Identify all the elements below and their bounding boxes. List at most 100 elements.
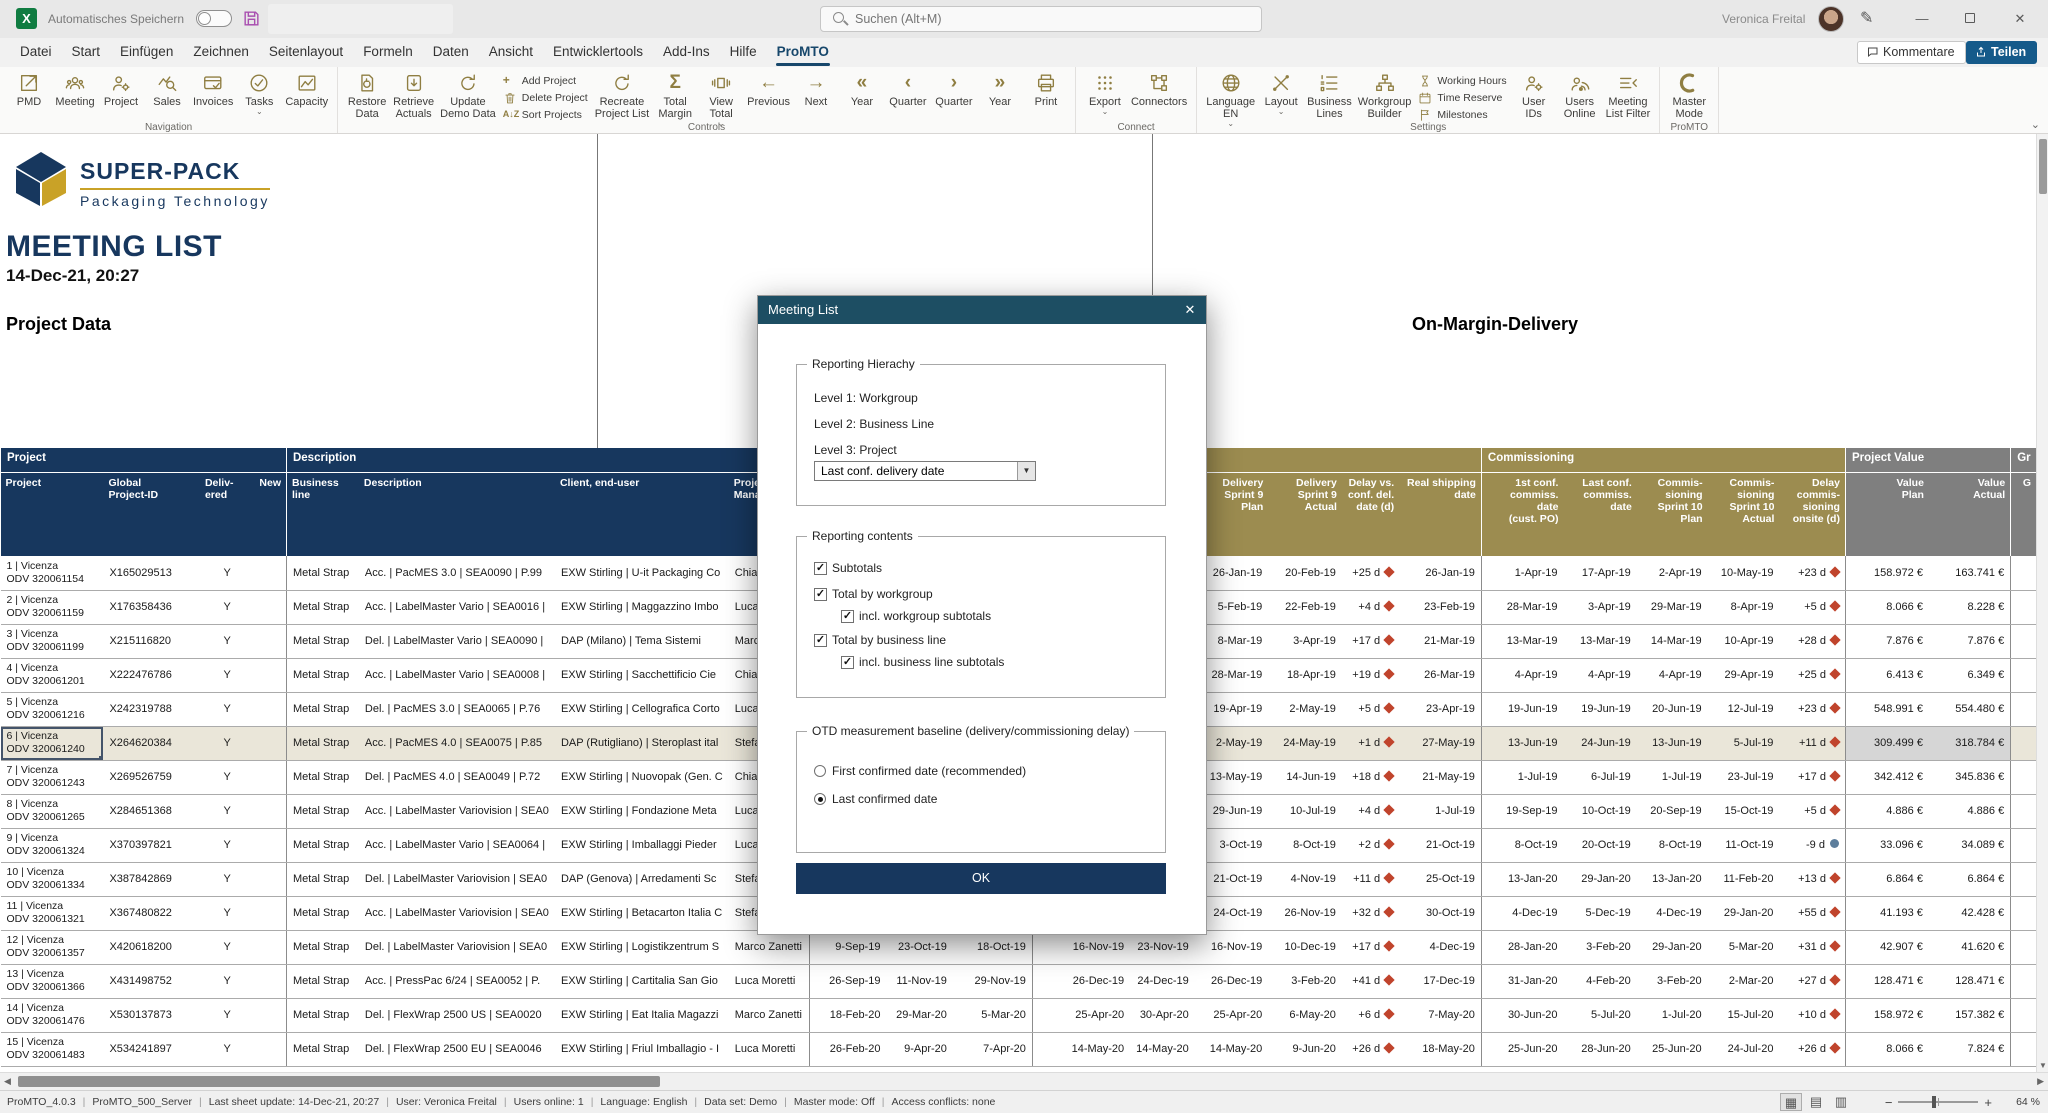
ok-button[interactable]: OK: [796, 863, 1166, 894]
year-button[interactable]: «Year: [850, 72, 874, 108]
capacity-button[interactable]: Capacity: [282, 69, 331, 110]
cell-vp[interactable]: 128.471 €: [1845, 964, 1929, 999]
cell-project2[interactable]: 3 | Vicenza ODV 320061199: [0, 624, 104, 659]
cell-project2[interactable]: 14 | Vicenza ODV 320061476: [0, 998, 104, 1033]
cell-project2[interactable]: 7 | Vicenza ODV 320061243: [0, 760, 104, 795]
cell-neu[interactable]: [254, 930, 287, 965]
cell-bl[interactable]: Metal Strap: [286, 998, 359, 1033]
cell-d1[interactable]: +19 d: [1341, 658, 1400, 693]
cell-vp[interactable]: 33.096 €: [1845, 828, 1929, 863]
cell-del[interactable]: Y: [199, 624, 255, 659]
cell-s10a[interactable]: 29-Apr-19: [1707, 658, 1780, 693]
cell-desc[interactable]: Del. | PacMES 4.0 | SEA0049 | P.72: [358, 760, 555, 795]
cell-d1[interactable]: +1 d: [1341, 726, 1400, 761]
cell-bl[interactable]: Metal Strap: [286, 862, 359, 897]
project-button[interactable]: Project: [98, 69, 144, 110]
restore-data-button[interactable]: Restore Data: [344, 69, 390, 122]
quarter-button[interactable]: ‹ Quarter: [889, 72, 927, 108]
cell-va[interactable]: 4.886 €: [1928, 794, 2012, 829]
cell-c2[interactable]: 3-Feb-20: [1563, 930, 1637, 965]
cell-s10p[interactable]: 29-Jan-20: [1636, 930, 1708, 965]
cell-neu[interactable]: [254, 1032, 287, 1067]
cell-ship[interactable]: 27-May-19: [1399, 726, 1482, 761]
cell-neu[interactable]: [254, 726, 287, 761]
user-name[interactable]: Veronica Freital: [1722, 12, 1806, 26]
tab-ansicht[interactable]: Ansicht: [488, 44, 534, 59]
previous-button[interactable]: ← Previous: [747, 72, 790, 108]
cell-pm[interactable]: Marco Zanetti: [728, 998, 811, 1033]
radio-icon[interactable]: [814, 793, 826, 805]
cell-va[interactable]: 6.349 €: [1928, 658, 2012, 693]
cell-c1[interactable]: 28-Mar-19: [1481, 590, 1564, 625]
cell-va[interactable]: 42.428 €: [1928, 896, 2012, 931]
cell-va[interactable]: 41.620 €: [1928, 930, 2012, 965]
cell-client[interactable]: EXW Stirling | Nuovopak (Gen. C: [554, 760, 729, 795]
layout-button[interactable]: Layout ⌄: [1258, 69, 1304, 118]
cell-vp[interactable]: 309.499 €: [1845, 726, 1929, 761]
cell-client[interactable]: EXW Stirling | Logistikzentrum S: [554, 930, 729, 965]
page-break-view-icon[interactable]: ▥: [1834, 1094, 1848, 1109]
cell-vp[interactable]: 8.066 €: [1845, 1032, 1929, 1067]
cell-neu[interactable]: [254, 998, 287, 1033]
cell-s10a[interactable]: 29-Jan-20: [1707, 896, 1780, 931]
cell-m0[interactable]: 18-Feb-20: [809, 998, 887, 1033]
cell-vp[interactable]: 4.886 €: [1845, 794, 1929, 829]
cell-bl[interactable]: Metal Strap: [286, 590, 359, 625]
cell-s9a[interactable]: 3-Feb-20: [1268, 964, 1342, 999]
cell-client[interactable]: DAP (Rutigliano) | Steroplast ital: [554, 726, 729, 761]
cell-g[interactable]: [2010, 1032, 2036, 1067]
cell-project2[interactable]: 1 | Vicenza ODV 320061154: [0, 556, 104, 591]
cell-m3[interactable]: 25-Apr-20: [1032, 998, 1131, 1033]
cell-g[interactable]: [2010, 624, 2036, 659]
cell-gpid[interactable]: X176358436: [103, 590, 200, 625]
cell-gpid[interactable]: X370397821: [103, 828, 200, 863]
cell-c1[interactable]: 1-Jul-19: [1481, 760, 1564, 795]
checkbox-total-by-business-line[interactable]: ✓ Total by business line: [814, 633, 947, 647]
cell-desc[interactable]: Del. | FlexWrap 2500 EU | SEA0046: [358, 1032, 555, 1067]
cell-c2[interactable]: 5-Jul-20: [1563, 998, 1637, 1033]
cell-c2[interactable]: 6-Jul-19: [1563, 760, 1637, 795]
checkbox-incl-workgroup-subtotals[interactable]: ✓ incl. workgroup subtotals: [841, 609, 992, 623]
cell-vp[interactable]: 7.876 €: [1845, 624, 1929, 659]
cell-neu[interactable]: [254, 624, 287, 659]
cell-project2[interactable]: 8 | Vicenza ODV 320061265: [0, 794, 104, 829]
tab-hilfe[interactable]: Hilfe: [729, 44, 757, 59]
vertical-scrollbar-thumb[interactable]: [2039, 139, 2047, 194]
cell-d2[interactable]: +27 d: [1779, 964, 1846, 999]
cell-desc[interactable]: Acc. | LabelMaster Variovision | SEA0: [358, 896, 555, 931]
horizontal-scrollbar-thumb[interactable]: [18, 1076, 660, 1087]
cell-s9a[interactable]: 26-Nov-19: [1268, 896, 1342, 931]
print-button[interactable]: Print: [1023, 69, 1069, 110]
cell-ship[interactable]: 18-May-20: [1399, 1032, 1482, 1067]
cell-bl[interactable]: Metal Strap: [286, 556, 359, 591]
cell-bl[interactable]: Metal Strap: [286, 726, 359, 761]
cell-pm[interactable]: Luca Moretti: [728, 1032, 811, 1067]
cell-bl[interactable]: Metal Strap: [286, 930, 359, 965]
cell-del[interactable]: Y: [199, 930, 255, 965]
connectors-button[interactable]: Connectors: [1128, 69, 1190, 110]
cell-c2[interactable]: 13-Mar-19: [1563, 624, 1637, 659]
autosave-toggle[interactable]: [196, 10, 232, 27]
cell-ship[interactable]: 21-Mar-19: [1399, 624, 1482, 659]
cell-s10a[interactable]: 12-Jul-19: [1707, 692, 1780, 727]
cell-s10p[interactable]: 8-Oct-19: [1636, 828, 1708, 863]
cell-c1[interactable]: 13-Mar-19: [1481, 624, 1564, 659]
cell-s9a[interactable]: 9-Jun-20: [1268, 1032, 1342, 1067]
cell-g[interactable]: [2010, 556, 2036, 591]
cell-m3[interactable]: 14-May-20: [1032, 1032, 1131, 1067]
cell-s9a[interactable]: 20-Feb-19: [1268, 556, 1342, 591]
cell-s9a[interactable]: 18-Apr-19: [1268, 658, 1342, 693]
cell-del[interactable]: Y: [199, 964, 255, 999]
cell-vp[interactable]: 548.991 €: [1845, 692, 1929, 727]
cell-gpid[interactable]: X242319788: [103, 692, 200, 727]
cell-desc[interactable]: Del. | PacMES 3.0 | SEA0065 | P.76: [358, 692, 555, 727]
cell-bl[interactable]: Metal Strap: [286, 760, 359, 795]
cell-d1[interactable]: +2 d: [1341, 828, 1400, 863]
cell-gpid[interactable]: X534241897: [103, 1032, 200, 1067]
cell-va[interactable]: 163.741 €: [1928, 556, 2012, 591]
checkbox-icon[interactable]: ✓: [841, 655, 854, 669]
cell-ship[interactable]: 26-Mar-19: [1399, 658, 1482, 693]
cell-ship[interactable]: 30-Oct-19: [1399, 896, 1482, 931]
scroll-right-icon[interactable]: ▶: [2037, 1076, 2044, 1086]
cell-s10a[interactable]: 11-Feb-20: [1707, 862, 1780, 897]
